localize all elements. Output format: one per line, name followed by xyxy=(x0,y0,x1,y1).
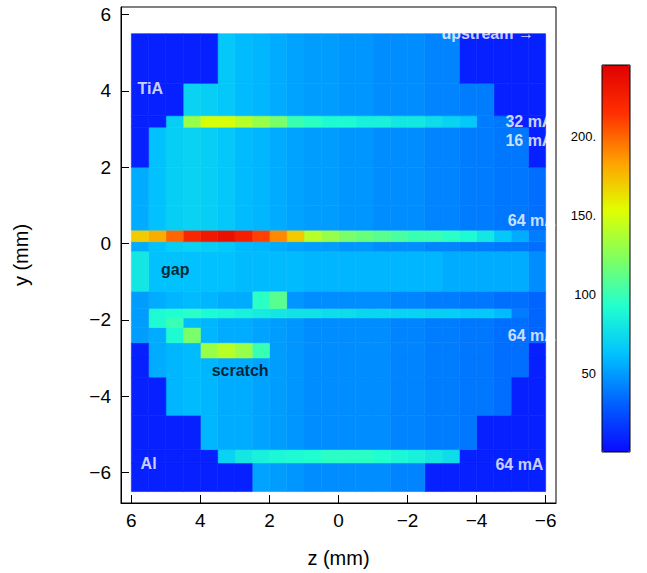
svg-text:−4: −4 xyxy=(89,386,111,407)
svg-text:gap: gap xyxy=(161,261,190,278)
svg-text:50: 50 xyxy=(582,366,596,381)
svg-text:2: 2 xyxy=(264,510,275,531)
svg-text:64 mA: 64 mA xyxy=(495,456,543,473)
svg-text:200.: 200. xyxy=(571,129,596,144)
svg-text:16 mA: 16 mA xyxy=(505,132,553,149)
svg-text:64 mA: 64 mA xyxy=(508,327,556,344)
svg-text:−2: −2 xyxy=(397,510,419,531)
svg-text:6: 6 xyxy=(100,4,111,25)
svg-text:scratch: scratch xyxy=(212,362,269,379)
svg-text:−6: −6 xyxy=(535,510,557,531)
svg-text:z (mm): z (mm) xyxy=(307,547,369,569)
svg-text:150.: 150. xyxy=(571,208,596,223)
svg-text:Al: Al xyxy=(141,455,157,472)
svg-text:0: 0 xyxy=(333,510,344,531)
svg-text:32 mA: 32 mA xyxy=(505,113,553,130)
svg-text:−2: −2 xyxy=(89,309,111,330)
svg-text:100: 100 xyxy=(574,287,596,302)
svg-text:2: 2 xyxy=(100,157,111,178)
svg-text:4: 4 xyxy=(195,510,206,531)
svg-text:y (mm): y (mm) xyxy=(10,224,32,286)
svg-text:TiA: TiA xyxy=(138,80,164,97)
svg-text:6: 6 xyxy=(126,510,137,531)
svg-text:4: 4 xyxy=(100,80,111,101)
svg-text:−6: −6 xyxy=(89,462,111,483)
svg-text:0: 0 xyxy=(100,233,111,254)
svg-text:upstream →: upstream → xyxy=(441,25,533,42)
svg-text:−4: −4 xyxy=(466,510,488,531)
svg-text:64 mA: 64 mA xyxy=(508,212,556,229)
